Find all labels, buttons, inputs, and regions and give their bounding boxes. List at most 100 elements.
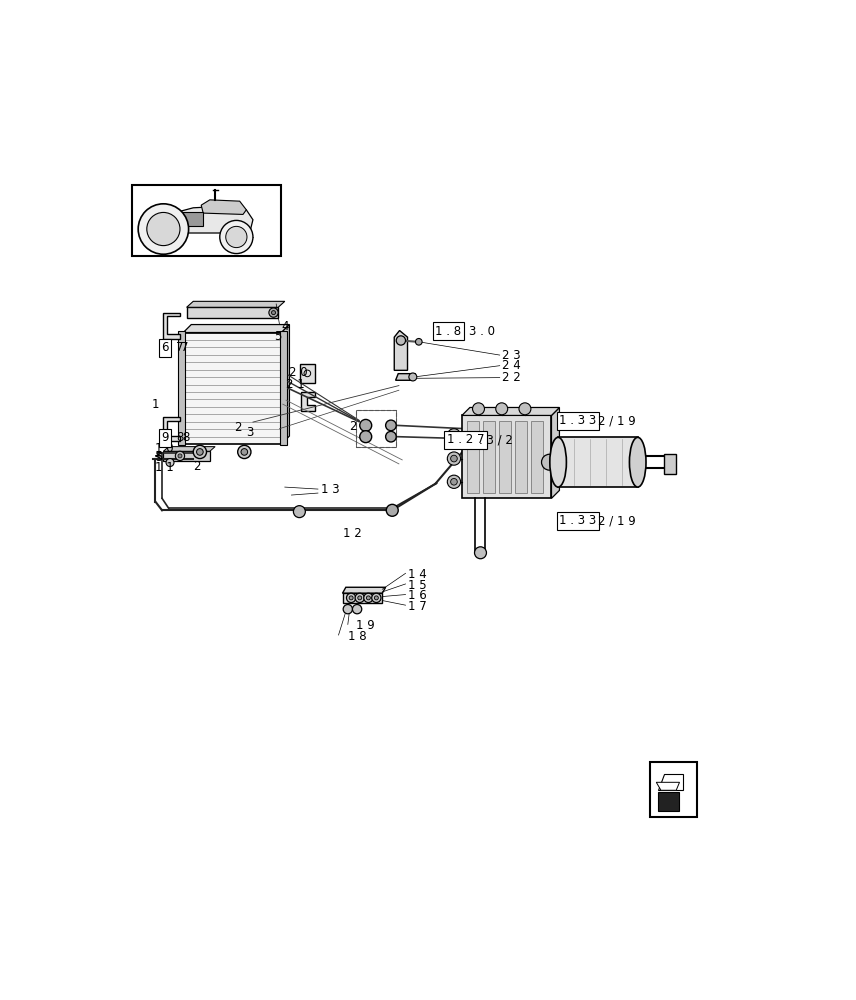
Circle shape	[197, 449, 203, 455]
Bar	[280, 331, 287, 445]
Text: 4: 4	[282, 320, 289, 333]
Polygon shape	[657, 774, 683, 790]
Bar	[650, 762, 698, 817]
Bar	[342, 593, 383, 603]
Polygon shape	[170, 206, 253, 233]
Circle shape	[364, 593, 373, 603]
Text: 7: 7	[176, 341, 183, 354]
Circle shape	[178, 454, 182, 458]
Polygon shape	[395, 374, 415, 380]
Ellipse shape	[629, 437, 646, 487]
Circle shape	[147, 212, 180, 246]
Circle shape	[415, 338, 422, 345]
Text: 2 1: 2 1	[286, 378, 305, 391]
Bar	[132, 185, 282, 256]
Text: 1 . 3 3: 1 . 3 3	[560, 514, 597, 527]
Text: 5: 5	[274, 330, 282, 343]
Polygon shape	[282, 325, 289, 444]
Polygon shape	[657, 782, 680, 790]
Circle shape	[448, 475, 461, 488]
Text: 1 3: 1 3	[321, 483, 339, 496]
Circle shape	[347, 593, 356, 603]
Circle shape	[166, 459, 174, 467]
Text: 7: 7	[181, 341, 189, 354]
Bar	[187, 307, 278, 318]
Circle shape	[366, 596, 371, 600]
Circle shape	[353, 605, 362, 614]
Circle shape	[349, 596, 354, 600]
Circle shape	[542, 454, 557, 470]
Text: 1 . 2 7: 1 . 2 7	[447, 433, 484, 446]
Text: 1 6: 1 6	[408, 589, 427, 602]
Circle shape	[294, 506, 306, 518]
Text: 2: 2	[193, 460, 201, 473]
Polygon shape	[183, 325, 289, 333]
Bar	[467, 421, 479, 493]
Circle shape	[450, 432, 457, 439]
Text: 2 2: 2 2	[502, 371, 521, 384]
Polygon shape	[201, 200, 247, 214]
Circle shape	[519, 403, 531, 415]
Circle shape	[238, 445, 251, 459]
Text: 8: 8	[176, 431, 183, 444]
Circle shape	[138, 204, 188, 254]
Circle shape	[496, 403, 508, 415]
Bar	[499, 421, 511, 493]
Circle shape	[360, 419, 372, 431]
Bar	[664, 454, 676, 474]
Text: 2 / 1 9: 2 / 1 9	[597, 514, 636, 527]
Text: 1 5: 1 5	[408, 579, 427, 592]
Circle shape	[473, 403, 484, 415]
Circle shape	[358, 596, 362, 600]
Circle shape	[385, 431, 396, 442]
Circle shape	[386, 504, 398, 516]
Polygon shape	[551, 407, 560, 498]
Circle shape	[385, 420, 396, 431]
Bar	[356, 410, 395, 447]
Circle shape	[175, 451, 185, 461]
Text: 1 4: 1 4	[408, 568, 427, 581]
Circle shape	[355, 593, 365, 603]
Circle shape	[360, 431, 372, 443]
Bar	[356, 410, 395, 447]
Text: 9: 9	[162, 431, 169, 444]
Text: . 3 / 2: . 3 / 2	[479, 433, 513, 446]
Polygon shape	[163, 313, 180, 339]
Polygon shape	[657, 792, 679, 811]
Circle shape	[396, 336, 406, 345]
Circle shape	[409, 373, 417, 381]
Polygon shape	[163, 417, 180, 441]
Circle shape	[220, 220, 253, 254]
Polygon shape	[462, 407, 560, 415]
Circle shape	[241, 449, 247, 455]
Text: 8: 8	[182, 431, 189, 444]
Text: 2: 2	[235, 421, 242, 434]
Text: 1 . 3 3: 1 . 3 3	[560, 414, 597, 427]
Text: 1 1: 1 1	[156, 461, 174, 474]
Polygon shape	[300, 364, 315, 383]
Text: 1 2: 1 2	[342, 527, 361, 540]
Text: 2 4: 2 4	[502, 359, 521, 372]
Circle shape	[271, 311, 276, 315]
Text: 3 . 0: 3 . 0	[468, 325, 495, 338]
Circle shape	[450, 455, 457, 462]
Bar	[483, 421, 495, 493]
Bar	[163, 451, 210, 461]
Circle shape	[374, 596, 378, 600]
Circle shape	[269, 308, 278, 317]
Text: 1 9: 1 9	[356, 619, 375, 632]
Text: 2 / 1 9: 2 / 1 9	[597, 414, 636, 427]
Text: 6: 6	[162, 341, 169, 354]
Text: 1 0: 1 0	[156, 442, 174, 455]
Polygon shape	[163, 447, 215, 451]
Circle shape	[448, 452, 461, 465]
Circle shape	[193, 445, 206, 459]
Text: 1 7: 1 7	[408, 600, 427, 613]
Polygon shape	[181, 212, 203, 226]
Bar	[178, 331, 185, 445]
Text: 1 8: 1 8	[348, 630, 366, 643]
Text: 2 3: 2 3	[502, 349, 521, 362]
Polygon shape	[301, 392, 315, 411]
Polygon shape	[395, 331, 407, 370]
Text: 2: 2	[349, 420, 357, 433]
